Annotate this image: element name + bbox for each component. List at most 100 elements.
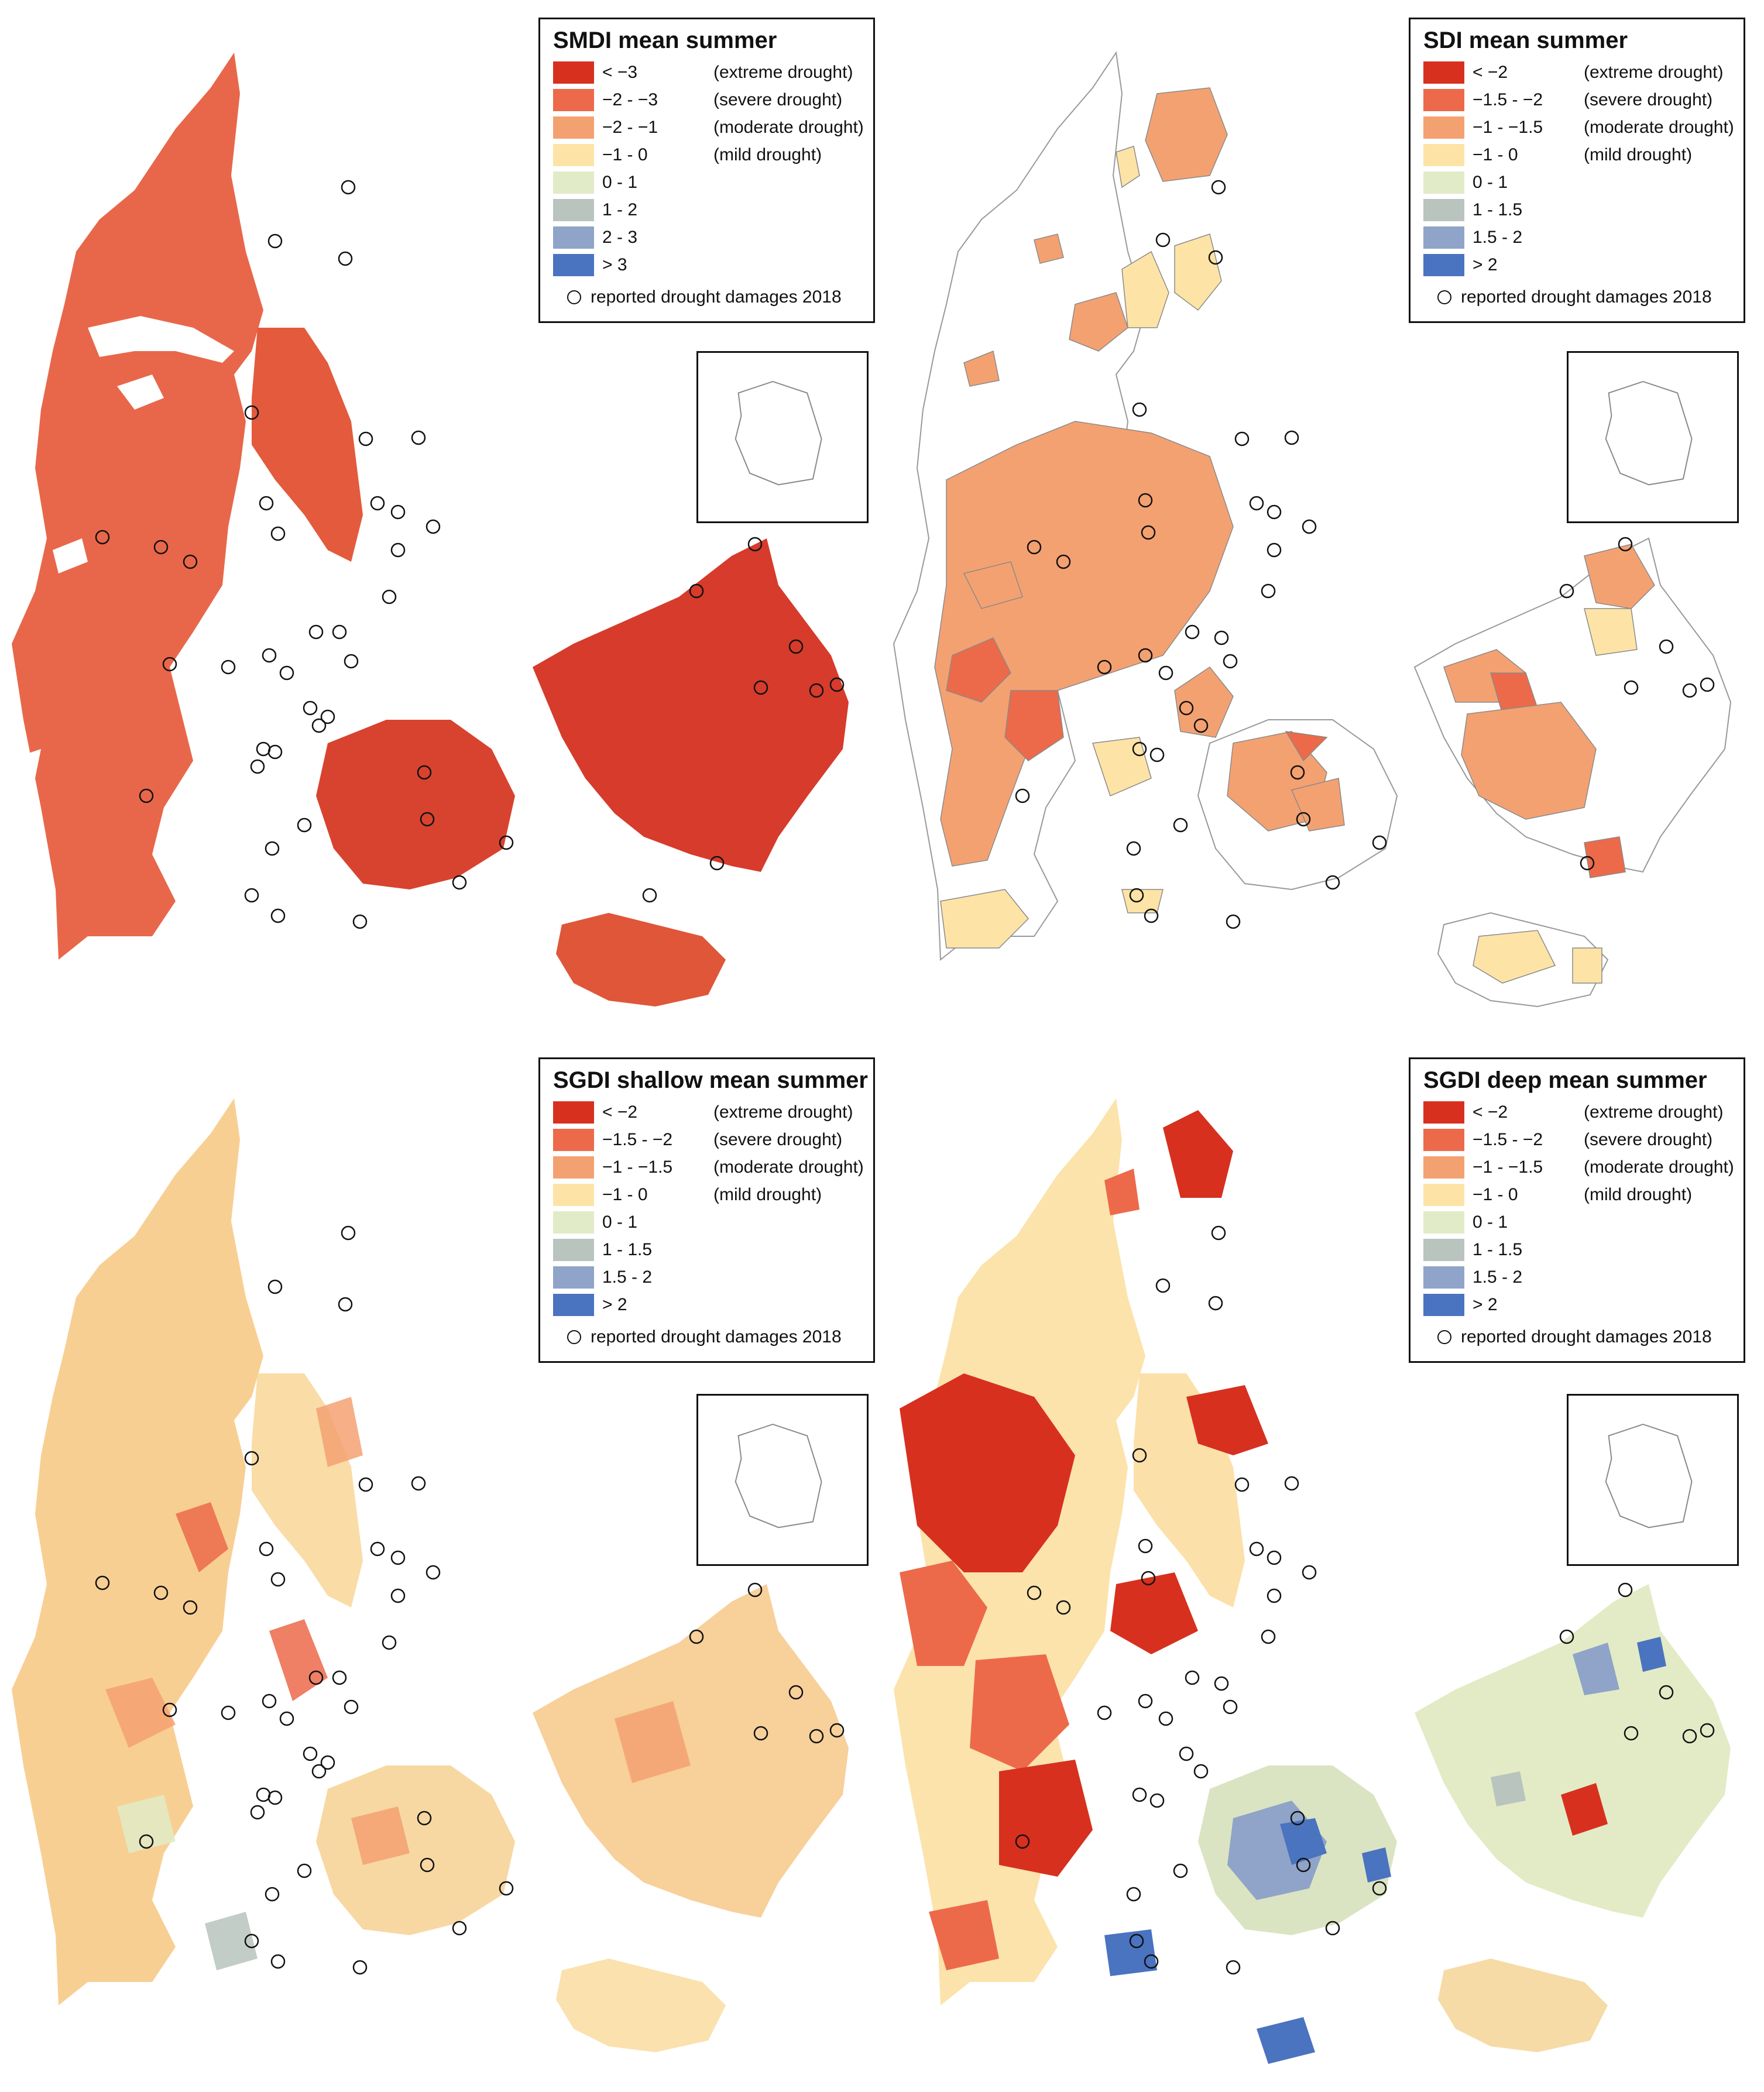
legend-range: 0 - 1 <box>602 172 638 192</box>
legend-swatch <box>553 1266 594 1289</box>
legend-swatch <box>1423 143 1464 166</box>
legend-swatch <box>553 116 594 139</box>
lolland-falster <box>1438 1959 1608 2052</box>
legend-range: −1 - −1.5 <box>602 1157 673 1177</box>
legend-row: −1.5 - −2 (severe drought) <box>1423 86 1731 114</box>
legend-damages: reported drought damages 2018 <box>553 1324 860 1350</box>
legend-row: 2 - 3 <box>553 224 860 251</box>
legend-row: 0 - 1 <box>553 1208 860 1236</box>
legend-swatch <box>553 226 594 249</box>
sdi-map <box>893 51 1732 1008</box>
panel-sgdi-shallow: SGDI shallow mean summer < −2 (extreme dr… <box>0 1046 882 2091</box>
legend-range: > 2 <box>1473 255 1498 274</box>
legend-class: (mild drought) <box>1584 1184 1693 1204</box>
legend-swatch <box>553 1211 594 1234</box>
legend-range: > 3 <box>602 255 627 274</box>
legend-class: (severe drought) <box>1584 90 1713 109</box>
legend-swatch <box>1423 1101 1464 1124</box>
bornholm-outline <box>735 1423 822 1528</box>
legend-row: −1.5 - −2 (severe drought) <box>1423 1126 1731 1153</box>
sgdi-shallow-map <box>12 1098 849 2052</box>
legend-class: (mild drought) <box>713 1184 822 1204</box>
legend-class: (moderate drought) <box>1584 117 1734 137</box>
legend-row: 1.5 - 2 <box>1423 1263 1731 1291</box>
drought-patches <box>105 1397 691 1970</box>
legend-swatch <box>553 61 594 84</box>
lolland-falster <box>556 913 726 1007</box>
legend-range: > 2 <box>1473 1294 1498 1314</box>
legend-title: SMDI mean summer <box>553 28 777 53</box>
circle-marker-icon <box>1437 1330 1451 1344</box>
legend: SGDI deep mean summer < −2 (extreme droug… <box>1409 1057 1745 1363</box>
legend-row: > 2 <box>1423 1291 1731 1318</box>
legend-swatch <box>1423 1211 1464 1234</box>
legend-range: −1 - 0 <box>1473 1184 1518 1204</box>
legend-row: 1 - 1.5 <box>1423 196 1731 224</box>
legend-swatch <box>553 1101 594 1124</box>
funen <box>316 1765 515 1935</box>
legend-row: > 2 <box>553 1291 860 1318</box>
bornholm-inset <box>696 1394 869 1566</box>
legend-range: −2 - −1 <box>602 117 658 137</box>
panel-sdi: SDI mean summer < −2 (extreme drought) −1… <box>882 0 1764 1046</box>
legend-swatch <box>553 1238 594 1261</box>
sgdi-deep-map <box>894 1098 1731 2064</box>
legend-row: < −3 (extreme drought) <box>553 59 860 86</box>
legend-swatch <box>553 143 594 166</box>
legend-swatch <box>1423 88 1464 111</box>
legend-title: SGDI deep mean summer <box>1423 1067 1707 1093</box>
legend-swatch <box>553 1183 594 1206</box>
legend-row: 1 - 1.5 <box>1423 1236 1731 1263</box>
legend-damages: reported drought damages 2018 <box>553 284 860 310</box>
legend-row: −1 - 0 (mild drought) <box>553 1181 860 1208</box>
legend-row: −1 - −1.5 (moderate drought) <box>1423 1153 1734 1181</box>
legend-row: > 2 <box>1423 251 1731 279</box>
damages-label: reported drought damages 2018 <box>1461 1327 1712 1346</box>
legend-row: < −2 (extreme drought) <box>1423 1098 1731 1126</box>
legend-swatch <box>1423 171 1464 194</box>
legend-range: −1 - −1.5 <box>1473 117 1543 137</box>
legend-range: 2 - 3 <box>602 227 638 247</box>
legend-range: < −2 <box>1473 1102 1508 1122</box>
damages-label: reported drought damages 2018 <box>1461 287 1712 307</box>
legend-class: (severe drought) <box>713 90 843 109</box>
legend-range: −1.5 - −2 <box>1473 1129 1543 1149</box>
legend-title: SGDI shallow mean summer <box>553 1067 868 1093</box>
legend-range: 0 - 1 <box>1473 1212 1508 1232</box>
legend-swatch <box>553 1156 594 1179</box>
legend-range: −1 - 0 <box>602 1184 648 1204</box>
damage-sites <box>1015 180 1715 929</box>
legend-swatch <box>1423 1183 1464 1206</box>
catchments <box>934 87 1655 984</box>
legend-swatch <box>1423 253 1464 276</box>
legend-range: 1.5 - 2 <box>1473 227 1523 247</box>
smdi-map <box>12 53 849 1007</box>
bornholm-inset <box>1567 351 1739 523</box>
outline <box>893 51 1732 1008</box>
legend-class: (extreme drought) <box>1584 1102 1724 1122</box>
bornholm-outline <box>1605 380 1693 486</box>
legend-row: 1 - 2 <box>553 196 860 224</box>
legend-swatch <box>1423 198 1464 221</box>
jutland <box>12 1098 263 2005</box>
jutland <box>12 53 263 960</box>
legend-range: > 2 <box>602 1294 627 1314</box>
legend-swatch <box>1423 61 1464 84</box>
bornholm-outline <box>1605 1423 1693 1528</box>
legend-swatch <box>1423 116 1464 139</box>
legend: SGDI shallow mean summer < −2 (extreme dr… <box>538 1057 875 1363</box>
damage-sites <box>1015 1225 1715 1975</box>
legend-row: 0 - 1 <box>1423 169 1731 196</box>
legend-row: 1 - 1.5 <box>553 1236 860 1263</box>
damage-sites <box>95 180 845 929</box>
legend-range: −1 - 0 <box>602 145 648 164</box>
circle-marker-icon <box>1437 290 1451 304</box>
legend-swatch <box>553 171 594 194</box>
denmark-landmass <box>12 53 849 1007</box>
damage-sites <box>95 1225 845 1975</box>
legend-row: 1.5 - 2 <box>553 1263 860 1291</box>
legend-class: (mild drought) <box>713 145 822 164</box>
panel-smdi: SMDI mean summer < −3 (extreme drought) −… <box>0 0 882 1046</box>
zealand <box>533 538 849 872</box>
damages-label: reported drought damages 2018 <box>591 1327 842 1346</box>
